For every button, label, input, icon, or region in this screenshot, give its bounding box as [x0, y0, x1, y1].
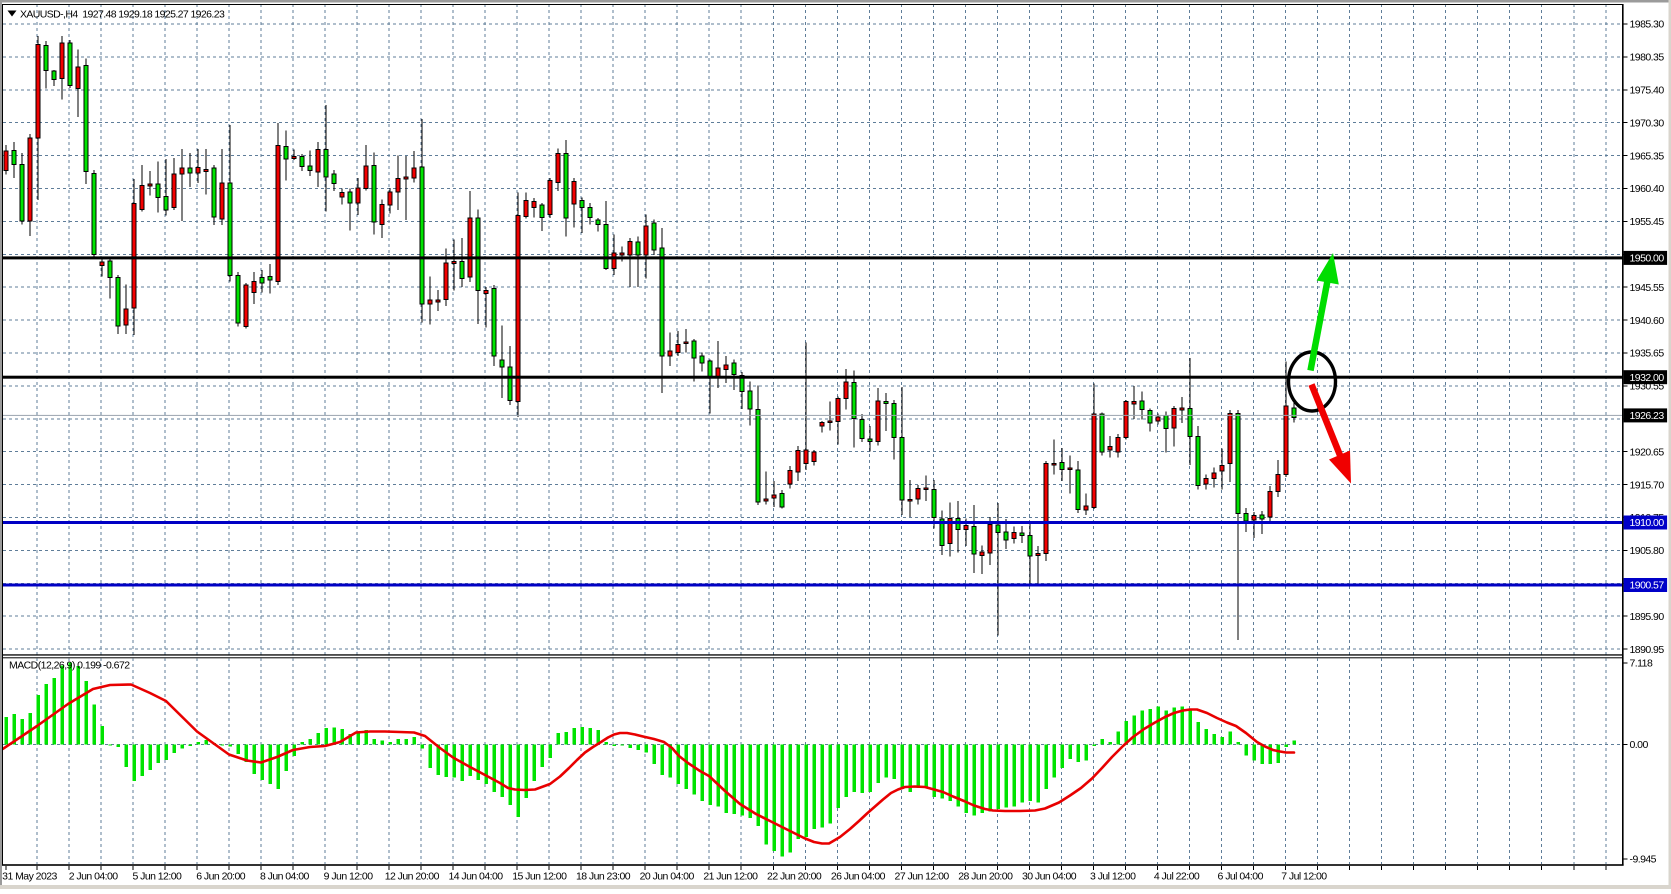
svg-text:1950.00: 1950.00 [1630, 253, 1665, 265]
svg-text:14 Jun 04:00: 14 Jun 04:00 [448, 870, 503, 882]
svg-text:1920.65: 1920.65 [1630, 446, 1665, 458]
svg-text:1975.40: 1975.40 [1630, 85, 1665, 97]
svg-text:9 Jun 12:00: 9 Jun 12:00 [324, 870, 374, 882]
svg-text:1985.30: 1985.30 [1630, 19, 1665, 31]
svg-text:21 Jun 12:00: 21 Jun 12:00 [703, 870, 758, 882]
svg-text:27 Jun 12:00: 27 Jun 12:00 [895, 870, 950, 882]
svg-text:1940.60: 1940.60 [1630, 315, 1665, 327]
svg-text:6 Jun 20:00: 6 Jun 20:00 [196, 870, 246, 882]
svg-text:22 Jun 20:00: 22 Jun 20:00 [767, 870, 822, 882]
svg-text:6 Jul 04:00: 6 Jul 04:00 [1218, 870, 1264, 882]
svg-text:1926.23: 1926.23 [1630, 410, 1665, 422]
svg-text:30 Jun 04:00: 30 Jun 04:00 [1022, 870, 1077, 882]
svg-text:1970.30: 1970.30 [1630, 117, 1665, 129]
svg-text:7.118: 7.118 [1630, 658, 1653, 670]
svg-text:4 Jul 22:00: 4 Jul 22:00 [1154, 870, 1200, 882]
svg-text:1945.55: 1945.55 [1630, 282, 1665, 294]
svg-text:MACD(12,26,9) 0.199 -0.672: MACD(12,26,9) 0.199 -0.672 [9, 660, 130, 672]
svg-text:31 May 2023: 31 May 2023 [2, 870, 57, 882]
svg-text:1955.45: 1955.45 [1630, 216, 1665, 228]
svg-text:7 Jul 12:00: 7 Jul 12:00 [1281, 870, 1327, 882]
svg-text:2 Jun 04:00: 2 Jun 04:00 [69, 870, 119, 882]
svg-text:1965.35: 1965.35 [1630, 150, 1665, 162]
svg-text:-9.945: -9.945 [1630, 854, 1657, 866]
svg-text:3 Jul 12:00: 3 Jul 12:00 [1090, 870, 1136, 882]
svg-text:8 Jun 04:00: 8 Jun 04:00 [260, 870, 310, 882]
svg-text:15 Jun 12:00: 15 Jun 12:00 [512, 870, 567, 882]
svg-text:5 Jun 12:00: 5 Jun 12:00 [132, 870, 182, 882]
svg-text:1905.80: 1905.80 [1630, 545, 1665, 557]
svg-text:1915.70: 1915.70 [1630, 479, 1665, 491]
svg-text:1890.95: 1890.95 [1630, 644, 1665, 656]
svg-text:1960.40: 1960.40 [1630, 183, 1665, 195]
svg-text:1900.57: 1900.57 [1630, 580, 1665, 592]
svg-text:1895.90: 1895.90 [1630, 611, 1665, 623]
svg-text:18 Jun 23:00: 18 Jun 23:00 [576, 870, 631, 882]
svg-text:1932.00: 1932.00 [1630, 372, 1665, 384]
svg-text:28 Jun 20:00: 28 Jun 20:00 [958, 870, 1013, 882]
svg-text:1935.65: 1935.65 [1630, 348, 1665, 360]
svg-text:XAUUSD-,H4 1927.48 1929.18 19: XAUUSD-,H4 1927.48 1929.18 1925.27 1926.… [20, 8, 225, 20]
svg-text:0.00: 0.00 [1630, 739, 1649, 751]
svg-text:1980.35: 1980.35 [1630, 52, 1665, 64]
svg-text:20 Jun 04:00: 20 Jun 04:00 [640, 870, 695, 882]
svg-text:12 Jun 20:00: 12 Jun 20:00 [385, 870, 440, 882]
svg-text:1910.00: 1910.00 [1630, 517, 1665, 529]
svg-text:26 Jun 04:00: 26 Jun 04:00 [831, 870, 886, 882]
